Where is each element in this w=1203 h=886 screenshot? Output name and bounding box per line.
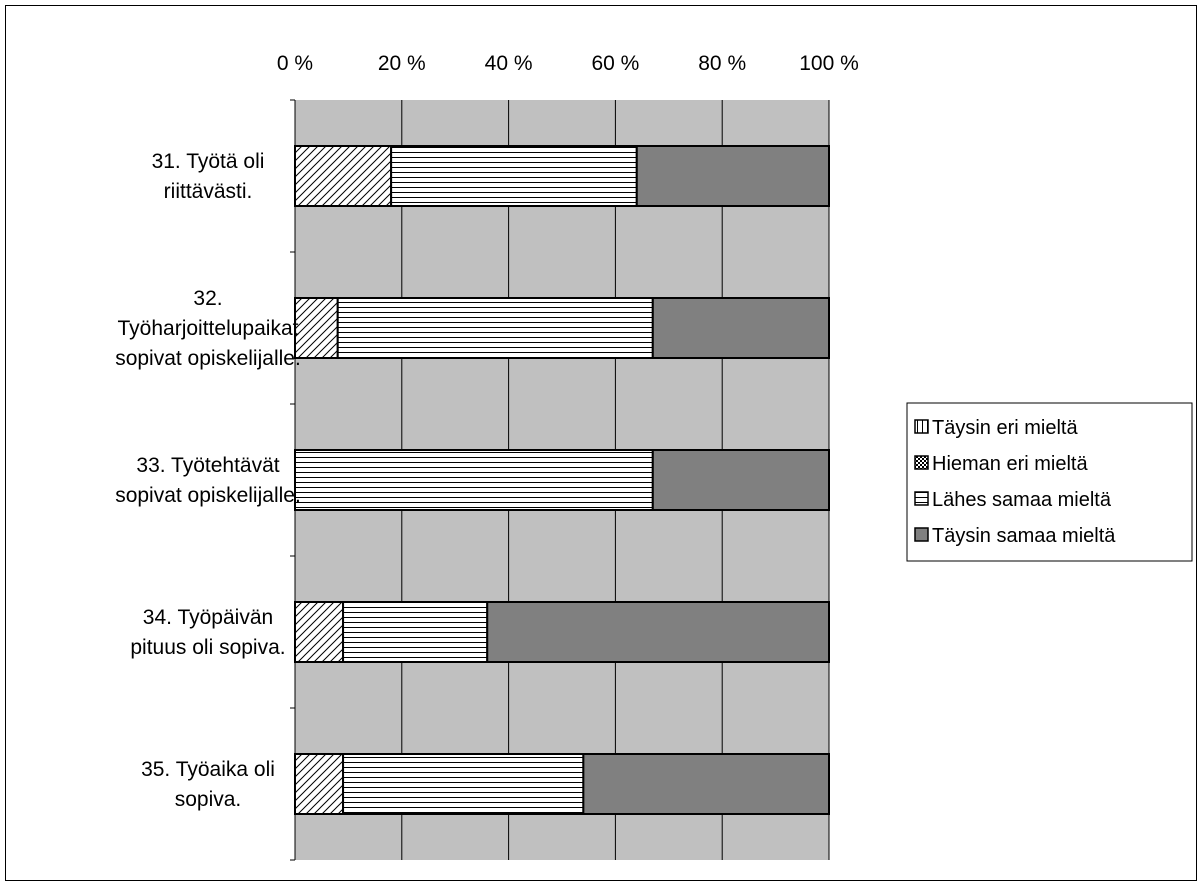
category-label: sopivat opiskelijalle. [115, 347, 301, 370]
category-labels: 31. Työtä oli riittävästi. 32. Työharjoitte… [115, 150, 301, 811]
x-tick-label: 100 % [799, 52, 859, 75]
x-tick-label: 40 % [485, 52, 533, 75]
legend: Täysin eri mieltä Hieman eri mieltä Lähes … [906, 402, 1193, 562]
bar-segment [651, 449, 831, 511]
legend-swatch [914, 491, 929, 506]
category-label: 35. Työaika oli [141, 758, 275, 781]
category-label: sopiva. [175, 788, 242, 811]
category-label: pituus oli sopiva. [130, 636, 285, 659]
bar-segment [294, 145, 393, 207]
legend-label: Hieman eri mieltä [932, 453, 1088, 475]
category-label: 33. Työtehtävät [136, 454, 279, 477]
x-tick-label: 80 % [698, 52, 746, 75]
category-label: sopivat opiskelijalle. [115, 484, 301, 507]
legend-label: Täysin eri mieltä [932, 417, 1078, 439]
x-tick-label: 60 % [591, 52, 639, 75]
legend-swatch [914, 527, 929, 542]
legend-label: Täysin samaa mieltä [932, 525, 1116, 547]
bar-segment [486, 601, 830, 663]
category-label: 31. Työtä oli [152, 150, 265, 173]
bar-segment [294, 753, 345, 815]
x-axis-ticks: 0 % 20 % 40 % 60 % 80 % 100 % [277, 52, 859, 75]
x-tick-label: 20 % [378, 52, 426, 75]
x-tick-label: 0 % [277, 52, 313, 75]
bars-group [294, 145, 831, 815]
category-label: 32. [193, 287, 222, 310]
category-label: 34. Työpäivän [143, 606, 273, 629]
bar-segment [651, 297, 831, 359]
legend-box [906, 402, 1193, 562]
legend-swatch [914, 419, 929, 434]
bar-segment [294, 449, 654, 511]
category-label: Työharjoittelupaikat [118, 317, 299, 340]
category-label: riittävästi. [164, 180, 253, 203]
bar-segment [390, 145, 638, 207]
bar-segment [582, 753, 830, 815]
legend-swatch [914, 455, 929, 470]
bar-segment [635, 145, 831, 207]
bar-segment [342, 601, 489, 663]
bar-segment [336, 297, 654, 359]
bar-segment [342, 753, 585, 815]
legend-label: Lähes samaa mieltä [932, 489, 1112, 511]
bar-segment [294, 601, 345, 663]
bar-segment [294, 297, 339, 359]
